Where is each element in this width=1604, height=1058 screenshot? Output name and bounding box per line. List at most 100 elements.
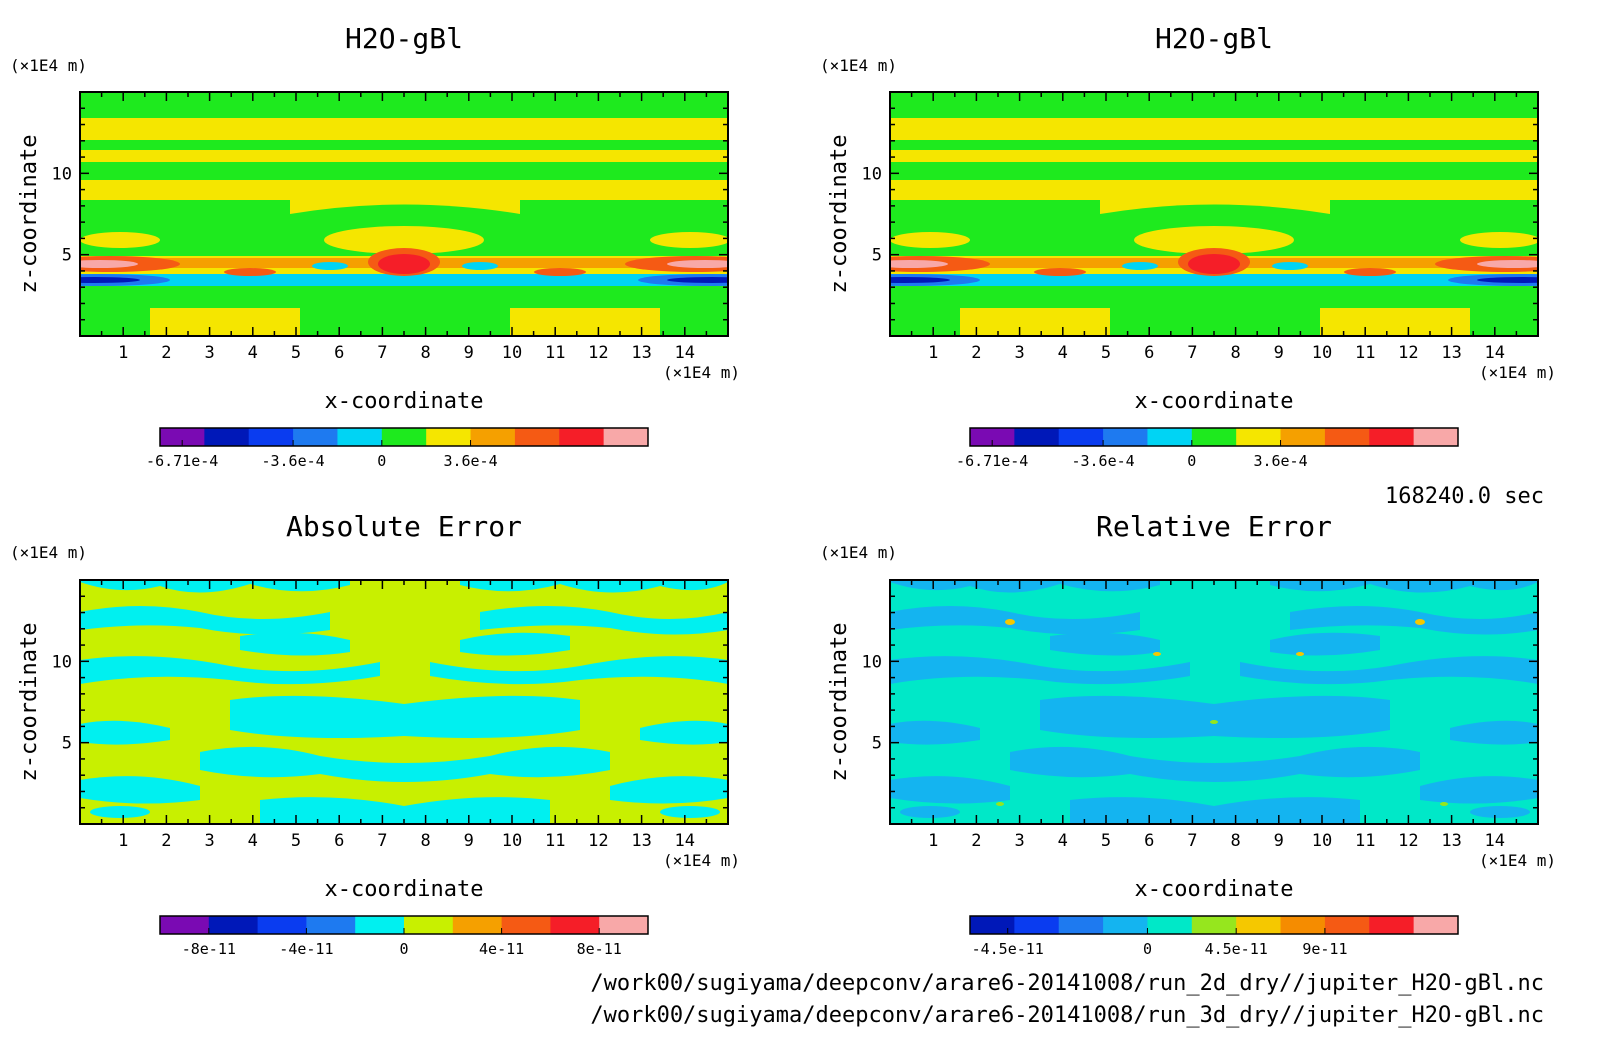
time-label: 168240.0 sec <box>1385 484 1544 509</box>
colorbar-label: 4.5e-11 <box>1205 940 1268 958</box>
x-unit-label: (×1E4 m) <box>663 851 740 870</box>
field-plot <box>80 580 728 824</box>
colorbar-swatch <box>1103 916 1148 934</box>
x-tick-label: 8 <box>1230 343 1240 363</box>
y-unit-label: (×1E4 m) <box>10 543 87 562</box>
y-axis: 5 10 z-coordinate <box>17 579 728 825</box>
colorbar-swatch <box>1058 916 1104 934</box>
x-tick-label: 10 <box>502 343 522 363</box>
colorbar-frame <box>969 915 1459 935</box>
colorbar: -6.71e-4 -3.6e-4 0 3.6e-4 <box>956 427 1459 470</box>
x-tick-label: 12 <box>588 343 608 363</box>
x-tick-label: 12 <box>588 831 608 851</box>
y-axis-label: z-coordinate <box>827 135 852 294</box>
anomaly-layer <box>890 248 1538 286</box>
x-tick-label: 14 <box>1485 343 1505 363</box>
x-tick-label: 6 <box>334 343 344 363</box>
colorbar-swatch <box>1369 428 1415 446</box>
y-tick-label: 5 <box>872 246 882 266</box>
colorbar-swatch <box>550 916 600 934</box>
colorbar-swatch <box>1191 428 1237 446</box>
y-tick-label: 10 <box>862 164 882 184</box>
x-tick-label: 11 <box>1355 343 1375 363</box>
error-speckles <box>996 619 1448 806</box>
x-tick-label: 9 <box>1274 343 1284 363</box>
x-tick-label: 10 <box>1312 831 1332 851</box>
colorbar-label: 0 <box>1143 940 1152 958</box>
x-tick-label: 3 <box>204 343 214 363</box>
colorbar-swatch <box>306 916 356 934</box>
x-tick-label: 13 <box>631 831 651 851</box>
y-axis: 5 10 z-coordinate <box>827 579 1538 825</box>
y-axis-label: z-coordinate <box>17 623 42 782</box>
colorbar-swatch <box>248 428 294 446</box>
y-axis-label: z-coordinate <box>17 135 42 294</box>
y-unit-label: (×1E4 m) <box>10 56 87 75</box>
panel-relative-error: Relative Error (×1E4 m) <box>820 510 1556 958</box>
colorbar-swatch <box>160 916 210 934</box>
x-tick-label: 13 <box>1441 343 1461 363</box>
colorbar-swatch <box>1014 916 1060 934</box>
colorbar-label: 0 <box>377 452 386 470</box>
band-yellow-gaps <box>80 123 728 254</box>
colorbar-swatch <box>599 916 649 934</box>
colorbar-label: -3.6e-4 <box>1071 452 1134 470</box>
x-tick-label: 12 <box>1398 831 1418 851</box>
y-tick-label: 5 <box>62 246 72 266</box>
colorbar-label: 3.6e-4 <box>443 452 497 470</box>
colorbar-swatch <box>501 916 551 934</box>
colorbar-swatch <box>970 916 1015 934</box>
x-axis: 1 2 3 4 5 6 7 8 9 10 11 12 13 14 (×1E4 m) x-coordinat… <box>79 580 740 902</box>
colorbar-swatch <box>426 428 472 446</box>
colorbar-label: -6.71e-4 <box>956 452 1028 470</box>
x-tick-label: 8 <box>1230 831 1240 851</box>
colorbar-swatch <box>1324 916 1370 934</box>
colorbar-swatch <box>1147 428 1193 446</box>
field-plot <box>890 92 1538 336</box>
x-tick-label: 1 <box>928 831 938 851</box>
x-tick-label: 5 <box>1101 831 1111 851</box>
x-tick-label: 5 <box>291 343 301 363</box>
panel-h2o-3d: H2O-gBl (×1E4 m) <box>820 22 1556 470</box>
x-tick-label: 7 <box>377 343 387 363</box>
x-tick-label: 9 <box>464 343 474 363</box>
y-axis-label: z-coordinate <box>827 623 852 782</box>
colorbar-swatch <box>337 428 383 446</box>
colorbar-label: -3.6e-4 <box>261 452 324 470</box>
colorbar-swatch <box>381 428 427 446</box>
colorbar-swatch <box>1280 916 1326 934</box>
y-tick-label: 10 <box>862 652 882 672</box>
colorbar-swatch <box>1413 428 1459 446</box>
colorbar-swatch <box>1413 916 1459 934</box>
colorbar-swatch <box>208 916 259 934</box>
colorbar-swatch <box>1236 428 1282 446</box>
colorbar: -6.71e-4 -3.6e-4 0 3.6e-4 <box>146 427 649 470</box>
band-yellow-gaps <box>890 123 1538 254</box>
x-tick-label: 6 <box>1144 831 1154 851</box>
colorbar-label: -6.71e-4 <box>146 452 218 470</box>
colorbar-swatch <box>1236 916 1282 934</box>
y-unit-label: (×1E4 m) <box>820 56 897 75</box>
field-plot <box>80 92 728 336</box>
x-tick-label: 13 <box>1441 831 1461 851</box>
x-unit-label: (×1E4 m) <box>663 363 740 382</box>
x-axis-label: x-coordinate <box>1135 877 1294 902</box>
file-path-3d: /work00/sugiyama/deepconv/arare6-2014100… <box>590 1003 1544 1028</box>
colorbar-label: 9e-11 <box>1302 940 1347 958</box>
colorbar-label: -4e-11 <box>279 940 333 958</box>
colorbar-frame <box>159 427 649 447</box>
colorbar-swatch <box>1058 428 1104 446</box>
x-tick-label: 10 <box>1312 343 1332 363</box>
x-unit-label: (×1E4 m) <box>1479 851 1556 870</box>
x-tick-label: 2 <box>161 831 171 851</box>
colorbar: -4.5e-11 0 4.5e-11 9e-11 <box>969 915 1459 958</box>
x-tick-label: 7 <box>377 831 387 851</box>
colorbar-label: 3.6e-4 <box>1253 452 1307 470</box>
y-unit-label: (×1E4 m) <box>820 543 897 562</box>
x-tick-label: 1 <box>928 343 938 363</box>
file-path-2d: /work00/sugiyama/deepconv/arare6-2014100… <box>590 971 1544 996</box>
x-tick-label: 9 <box>464 831 474 851</box>
panel-title: H2O-gBl <box>1155 22 1273 55</box>
y-tick-label: 10 <box>52 164 72 184</box>
x-tick-label: 3 <box>1014 343 1024 363</box>
